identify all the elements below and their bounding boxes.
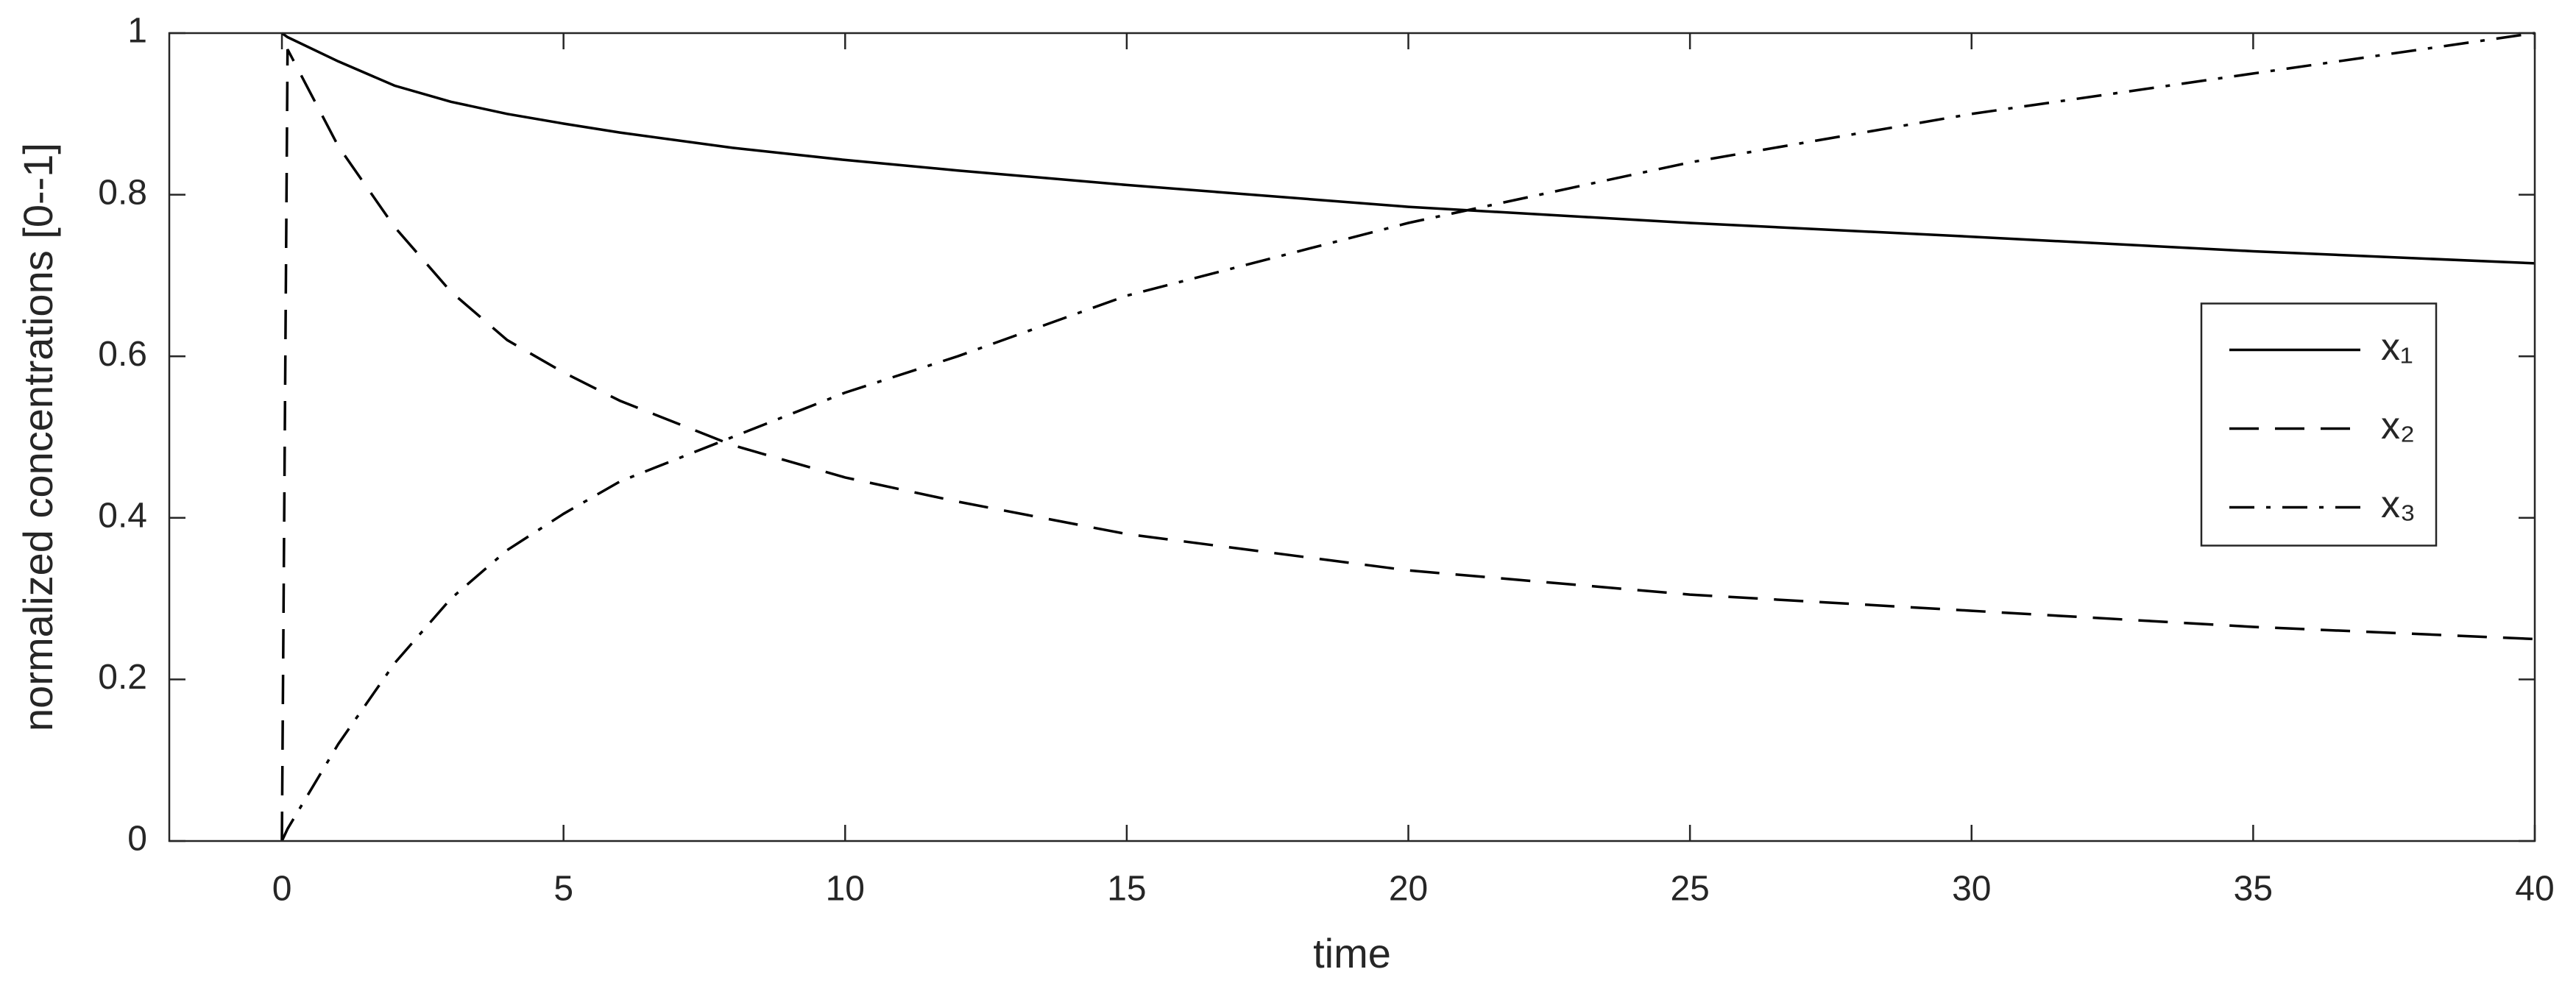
x-tick-label: 35 bbox=[2234, 870, 2273, 909]
legend-label: x₂ bbox=[2381, 405, 2415, 447]
x-tick-label: 25 bbox=[1670, 870, 1709, 909]
legend-label: x₃ bbox=[2381, 483, 2416, 526]
plot-frame bbox=[168, 32, 2536, 842]
legend-label: x₁ bbox=[2381, 326, 2413, 369]
y-tick-label: 0.2 bbox=[98, 658, 147, 697]
legend: x₁ x₂ x₃ bbox=[2200, 302, 2438, 547]
y-tick-label: 0 bbox=[127, 820, 147, 859]
x-tick-label: 40 bbox=[2515, 870, 2554, 909]
x-tick-label: 15 bbox=[1107, 870, 1146, 909]
series-line bbox=[280, 49, 2536, 842]
series-line bbox=[280, 32, 2536, 265]
x-axis-label: time bbox=[1313, 930, 1391, 976]
x-tick-label: 10 bbox=[826, 870, 865, 909]
x-tick-label: 30 bbox=[1952, 870, 1991, 909]
legend-box bbox=[2200, 302, 2438, 547]
y-tick-label: 0.6 bbox=[98, 335, 147, 374]
y-axis-label: normalized concentrations [0--1] bbox=[15, 143, 61, 731]
y-tick-label: 0.8 bbox=[98, 173, 147, 212]
series-line bbox=[280, 32, 2536, 842]
x-tick-label: 0 bbox=[272, 870, 292, 909]
x-tick-label: 5 bbox=[553, 870, 573, 909]
y-tick-label: 0.4 bbox=[98, 496, 147, 535]
y-tick-label: 1 bbox=[127, 12, 147, 51]
x-tick-label: 20 bbox=[1389, 870, 1428, 909]
